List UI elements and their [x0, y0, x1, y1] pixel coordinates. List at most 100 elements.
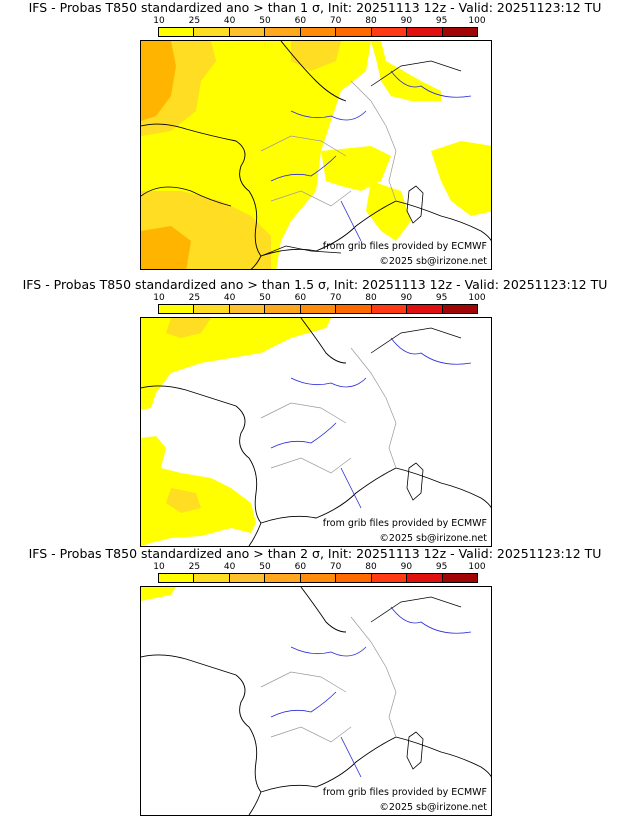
prob-area-10 — [141, 318, 331, 410]
color-scale-bar — [158, 573, 478, 583]
scale-swatch — [407, 574, 443, 582]
scale-swatch — [265, 28, 301, 36]
scale-swatch — [300, 28, 337, 36]
scale-swatch — [194, 28, 230, 36]
coastline — [141, 654, 262, 815]
coastline — [260, 736, 491, 793]
panel-1-5-sigma: IFS - Probas T850 standardized ano > tha… — [0, 277, 630, 547]
borders — [370, 327, 462, 354]
scale-tick-label: 90 — [400, 16, 413, 26]
copyright-credit: ©2025 sb@irizone.net — [379, 533, 487, 544]
scale-tick-label: 50 — [259, 562, 271, 572]
prob-area-25 — [166, 488, 201, 513]
scale-swatch — [229, 574, 266, 582]
prob-area-10 — [366, 181, 411, 241]
prob-area-25 — [291, 41, 341, 71]
color-scale-bar — [158, 27, 478, 37]
island-corsica — [406, 731, 424, 770]
panel-title: IFS - Probas T850 standardized ano > tha… — [22, 277, 608, 292]
source-credit: from grib files provided by ECMWF — [322, 241, 487, 252]
borders — [260, 616, 397, 743]
scale-swatch — [229, 28, 266, 36]
scale-tick-label: 95 — [435, 293, 448, 303]
scale-tick-label: 10 — [153, 16, 165, 26]
map-canvas — [141, 587, 491, 815]
prob-area-10 — [431, 141, 491, 216]
copyright-credit: ©2025 sb@irizone.net — [379, 256, 487, 267]
source-credit: from grib files provided by ECMWF — [322, 518, 487, 529]
scale-swatch — [371, 574, 408, 582]
prob-area-10 — [141, 436, 256, 546]
color-scale-labels: 10 25 40 50 60 70 80 90 95 100 — [153, 293, 485, 303]
source-credit: from grib files provided by ECMWF — [322, 787, 487, 798]
scale-swatch — [407, 28, 443, 36]
borders — [370, 596, 462, 623]
island-corsica — [406, 462, 424, 501]
scale-tick-label: 25 — [188, 562, 201, 572]
color-scale-labels: 10 25 40 50 60 70 80 90 95 100 — [153, 16, 485, 26]
scale-tick-label: 50 — [259, 293, 271, 303]
scale-swatch — [265, 574, 301, 582]
borders — [260, 347, 397, 474]
scale-swatch — [229, 305, 266, 313]
scale-swatch — [159, 28, 195, 36]
scale-tick-label: 10 — [153, 562, 165, 572]
scale-swatch — [159, 305, 195, 313]
rivers — [270, 337, 472, 509]
borders — [260, 80, 397, 207]
scale-tick-label: 50 — [259, 16, 271, 26]
scale-tick-label: 70 — [329, 16, 342, 26]
scale-swatch — [300, 305, 337, 313]
scale-swatch — [265, 305, 301, 313]
scale-tick-label: 40 — [223, 16, 236, 26]
color-scale-labels: 10 25 40 50 60 70 80 90 95 100 — [153, 562, 485, 572]
rivers — [270, 606, 472, 778]
island-corsica — [406, 185, 424, 224]
probability-map: from grib files provided by ECMWF ©2025 … — [140, 317, 492, 547]
scale-tick-label: 100 — [468, 293, 486, 303]
scale-tick-label: 80 — [365, 293, 377, 303]
scale-tick-label: 95 — [435, 16, 448, 26]
panel-title: IFS - Probas T850 standardized ano > tha… — [28, 546, 602, 561]
scale-tick-label: 10 — [153, 293, 165, 303]
scale-swatch — [300, 574, 337, 582]
scale-tick-label: 100 — [468, 562, 486, 572]
scale-swatch — [442, 305, 477, 313]
scale-swatch — [336, 305, 372, 313]
coastline — [141, 123, 262, 269]
scale-tick-label: 25 — [188, 293, 201, 303]
panel-2-sigma: IFS - Probas T850 standardized ano > tha… — [0, 546, 630, 816]
scale-swatch — [336, 574, 372, 582]
scale-tick-label: 80 — [365, 16, 377, 26]
scale-tick-label: 60 — [294, 293, 307, 303]
coastline — [300, 318, 347, 364]
scale-tick-label: 40 — [223, 562, 236, 572]
scale-tick-label: 60 — [294, 16, 307, 26]
prob-area-10 — [321, 146, 391, 191]
scale-tick-label: 100 — [468, 16, 486, 26]
scale-tick-label: 90 — [400, 293, 413, 303]
scale-swatch — [407, 305, 443, 313]
panel-1-sigma: IFS - Probas T850 standardized ano > tha… — [0, 0, 630, 270]
scale-tick-label: 80 — [365, 562, 377, 572]
map-canvas — [141, 41, 491, 269]
borders — [260, 60, 462, 257]
probability-map: from grib files provided by ECMWF ©2025 … — [140, 40, 492, 270]
prob-area-40 — [141, 41, 176, 121]
coastline — [300, 587, 347, 633]
coastline — [141, 186, 232, 207]
probability-map: from grib files provided by ECMWF ©2025 … — [140, 586, 492, 816]
scale-tick-label: 90 — [400, 562, 413, 572]
scale-swatch — [194, 305, 230, 313]
color-scale-bar — [158, 304, 478, 314]
scale-swatch — [194, 574, 230, 582]
prob-area-10 — [141, 41, 441, 101]
scale-swatch — [442, 574, 477, 582]
scale-swatch — [371, 28, 408, 36]
prob-area-10 — [141, 587, 176, 601]
scale-tick-label: 70 — [329, 293, 342, 303]
prob-area-25 — [166, 318, 211, 338]
scale-swatch — [159, 574, 195, 582]
scale-tick-label: 95 — [435, 562, 448, 572]
